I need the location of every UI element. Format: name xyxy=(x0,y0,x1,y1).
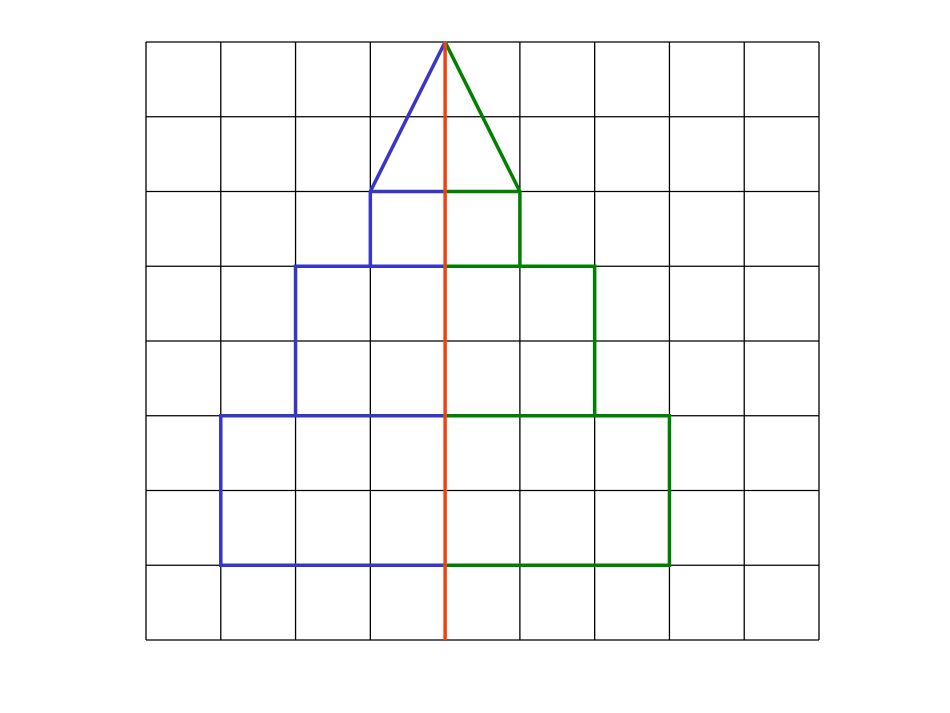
shapes xyxy=(219,41,672,640)
grid xyxy=(145,41,820,641)
right-half-outline xyxy=(443,41,672,567)
left-half-outline xyxy=(219,41,447,567)
